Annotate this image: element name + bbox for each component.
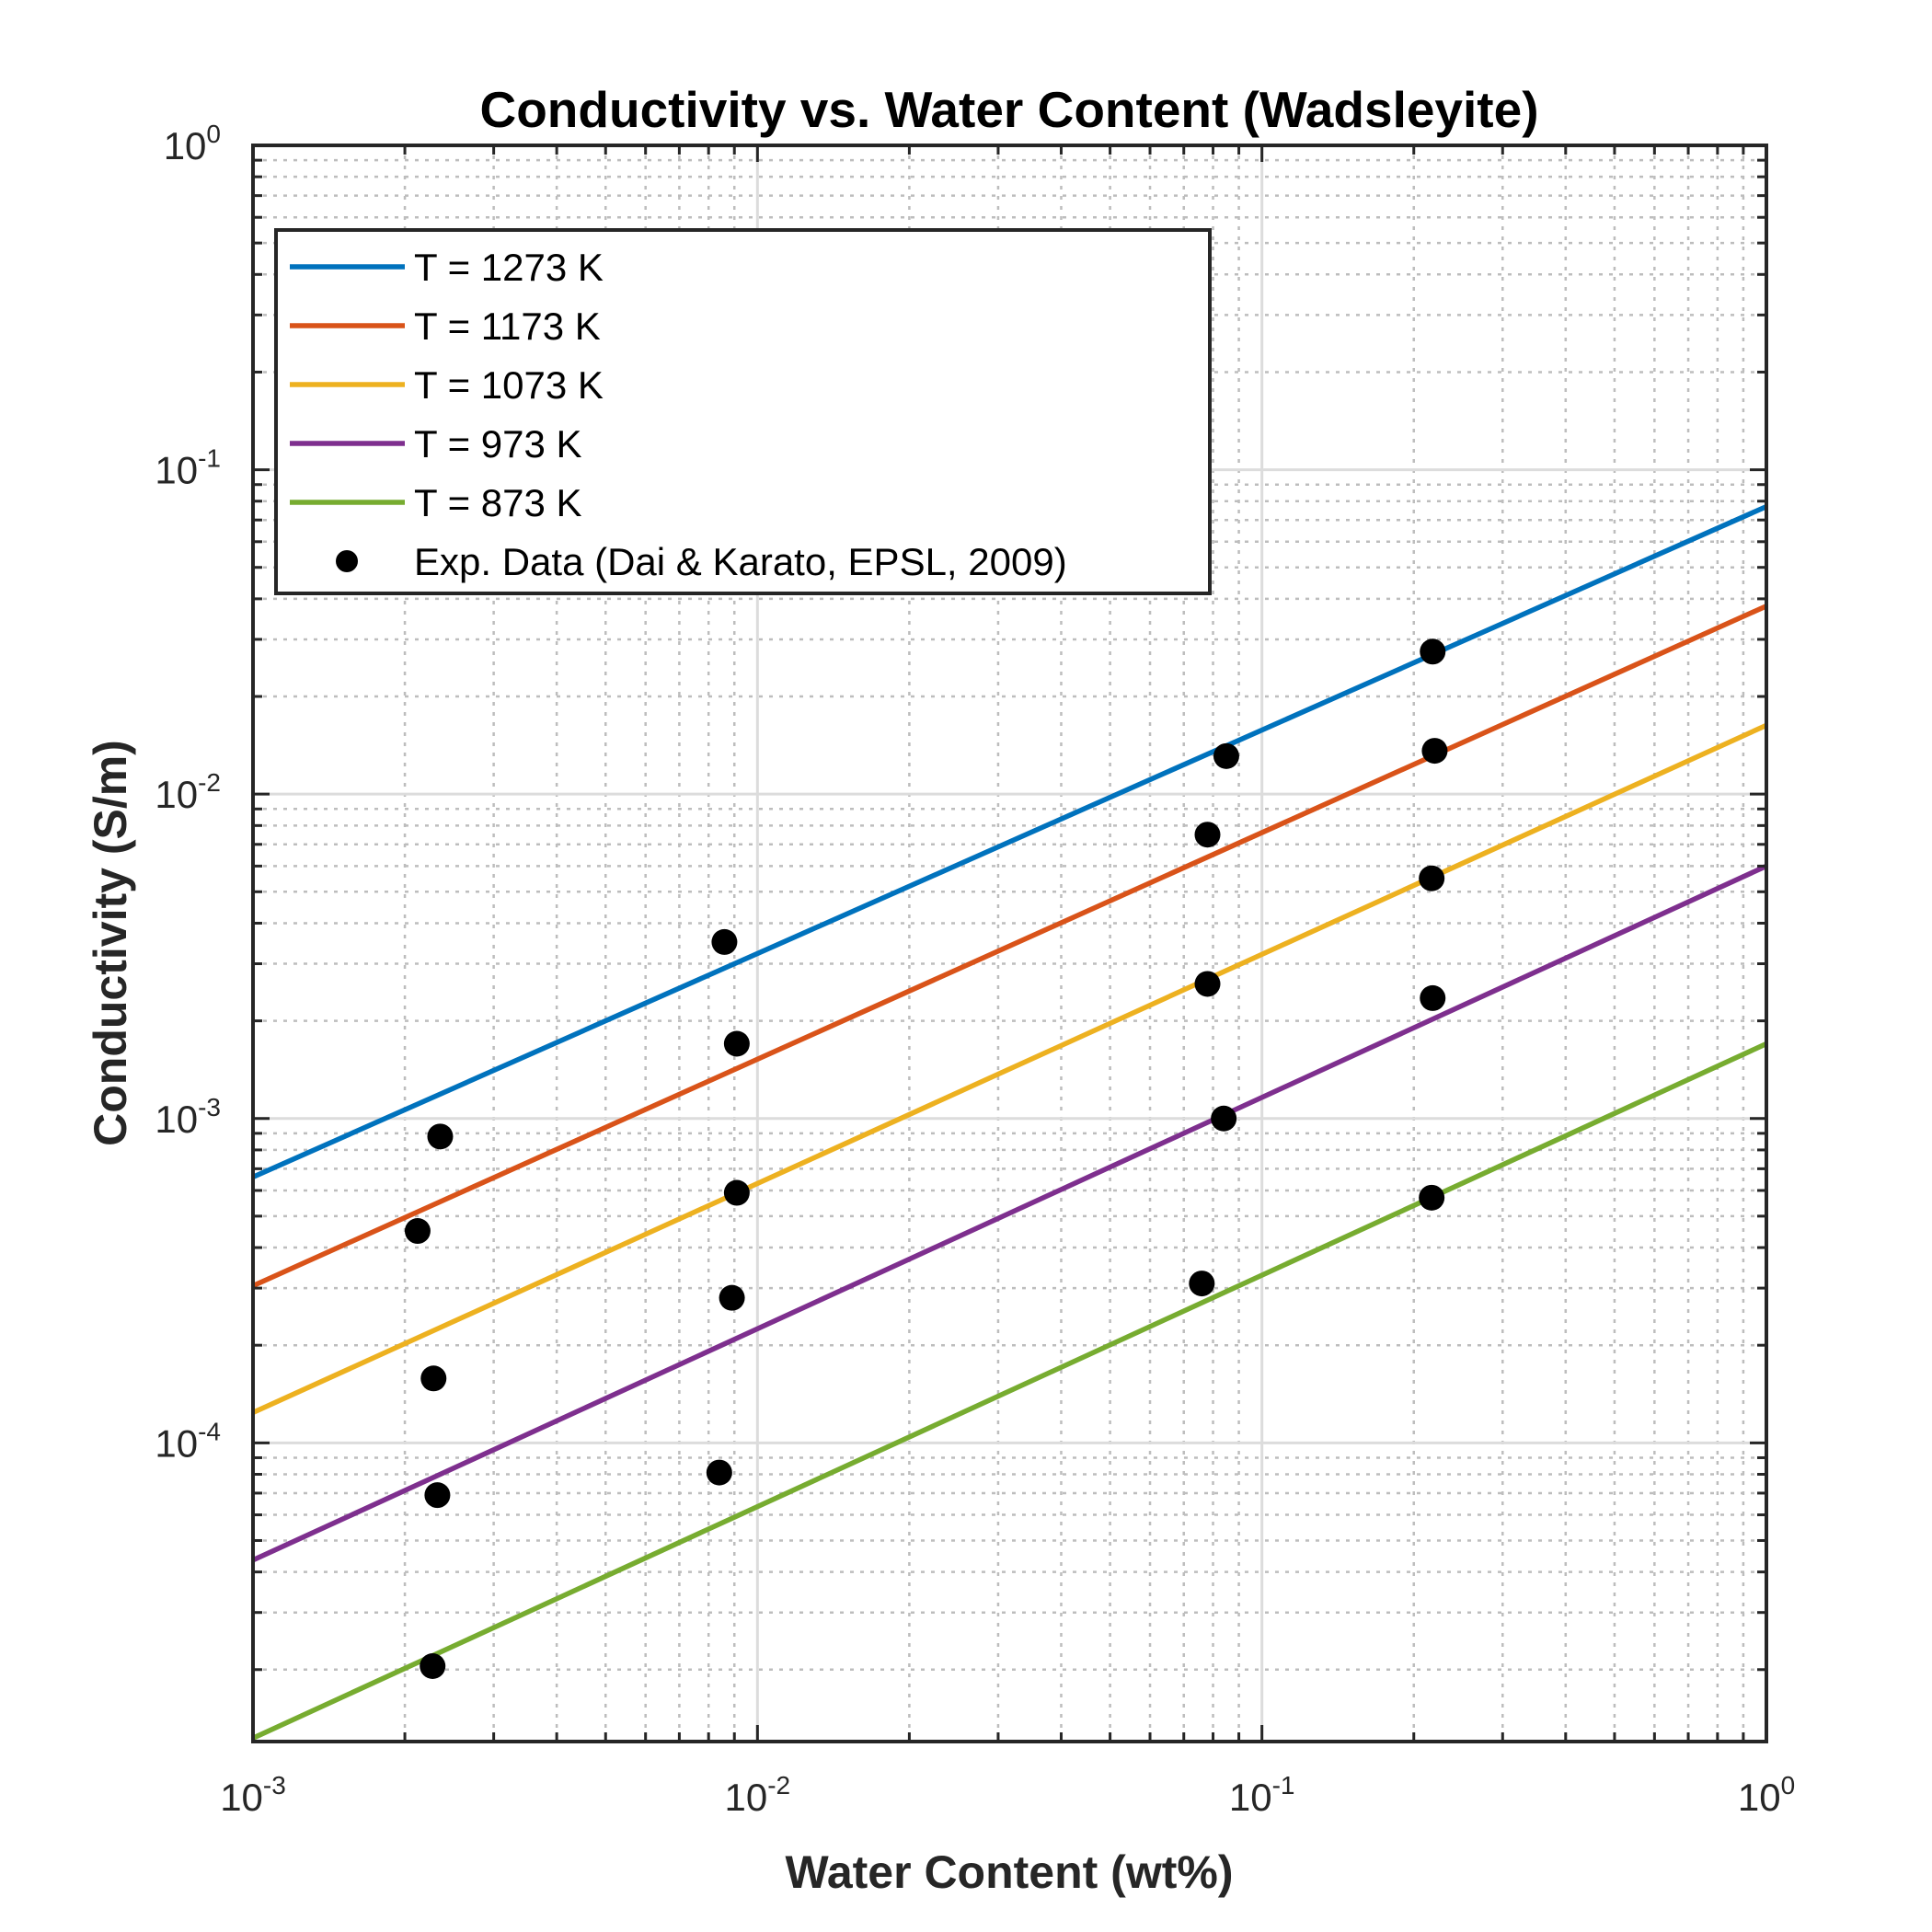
legend-label: T = 1073 K bbox=[414, 363, 604, 407]
series-lines bbox=[251, 504, 1768, 1741]
y-axis-label: Conductivity (S/m) bbox=[85, 740, 136, 1146]
x-tick-label: 10-2 bbox=[725, 1771, 791, 1819]
y-tick-label: 10-4 bbox=[155, 1417, 221, 1465]
data-point bbox=[404, 1218, 431, 1245]
x-tick-label: 10-1 bbox=[1229, 1771, 1295, 1819]
legend-items: T = 1273 K T = 1173 K T = 1073 K T = 973 K T… bbox=[290, 246, 1067, 583]
data-point bbox=[1421, 738, 1448, 765]
data-point bbox=[1419, 865, 1445, 891]
series-line bbox=[251, 722, 1768, 1415]
legend-label: Exp. Data (Dai & Karato, EPSL, 2009) bbox=[414, 540, 1067, 583]
legend-label: T = 1173 K bbox=[414, 305, 601, 348]
data-point bbox=[420, 1652, 446, 1679]
chart-title: Conductivity vs. Water Content (Wadsleyi… bbox=[479, 81, 1538, 138]
legend-label: T = 973 K bbox=[414, 422, 582, 466]
x-tick-label: 10-3 bbox=[220, 1771, 286, 1819]
data-point bbox=[1420, 984, 1446, 1011]
data-point bbox=[1213, 742, 1239, 769]
legend-marker bbox=[336, 550, 358, 572]
y-tick-labels: 10-4 10-3 10-2 10-1 100 bbox=[155, 120, 221, 1465]
legend: T = 1273 K T = 1173 K T = 1073 K T = 973 K T… bbox=[274, 228, 1212, 595]
data-point bbox=[420, 1365, 447, 1392]
data-point bbox=[1419, 1184, 1445, 1211]
data-point bbox=[1189, 1271, 1215, 1297]
data-point bbox=[711, 928, 738, 955]
data-point bbox=[1420, 638, 1446, 665]
data-point bbox=[706, 1459, 732, 1486]
legend-label: T = 873 K bbox=[414, 481, 582, 524]
y-tick-label: 10-1 bbox=[155, 444, 221, 492]
series-line bbox=[251, 504, 1768, 1179]
legend-box bbox=[274, 228, 1212, 595]
data-point bbox=[723, 1179, 750, 1206]
data-point bbox=[723, 1030, 750, 1057]
x-tick-label: 100 bbox=[1738, 1771, 1795, 1819]
axes-box bbox=[251, 144, 1768, 1743]
data-point bbox=[719, 1284, 745, 1311]
x-tick-labels: 10-3 10-2 10-1 100 bbox=[220, 1771, 1795, 1819]
legend-label: T = 1273 K bbox=[414, 246, 604, 289]
data-point bbox=[427, 1123, 454, 1150]
data-points bbox=[404, 638, 1448, 1679]
series-line bbox=[251, 863, 1768, 1563]
y-tick-label: 100 bbox=[164, 120, 221, 167]
series-line bbox=[251, 604, 1768, 1289]
data-point bbox=[1194, 822, 1221, 848]
data-point bbox=[1211, 1105, 1237, 1132]
y-tick-label: 10-2 bbox=[155, 768, 221, 816]
series-line bbox=[251, 1041, 1768, 1741]
x-axis-label: Water Content (wt%) bbox=[786, 1846, 1234, 1898]
y-tick-label: 10-3 bbox=[155, 1093, 221, 1141]
data-point bbox=[424, 1482, 451, 1509]
data-point bbox=[1194, 971, 1221, 997]
